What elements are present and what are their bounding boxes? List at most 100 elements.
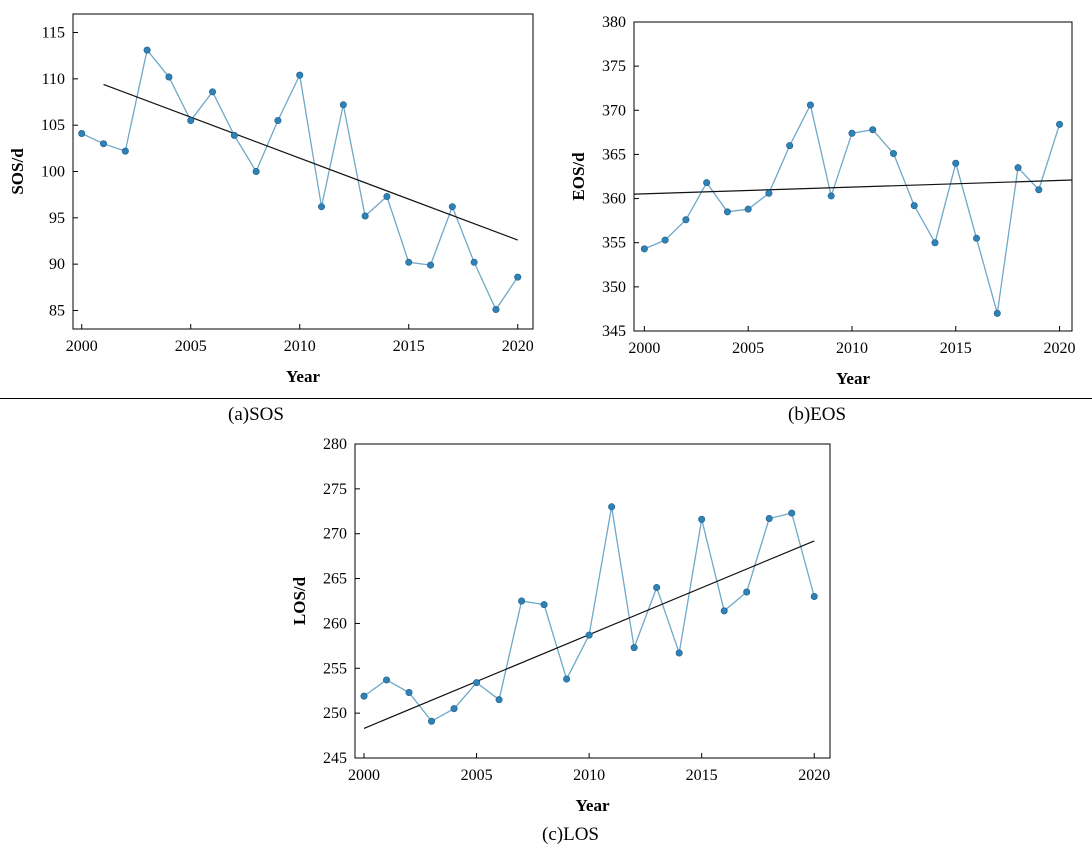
data-point <box>993 309 1001 317</box>
x-axis-label: Year <box>576 796 610 815</box>
x-tick-label: 2015 <box>940 340 972 357</box>
caption-c: (c)LOS <box>542 824 599 845</box>
data-point <box>540 601 548 609</box>
y-tick-label: 250 <box>323 705 347 722</box>
y-tick-label: 90 <box>49 256 65 273</box>
data-point <box>318 203 326 211</box>
data-point <box>1056 120 1064 128</box>
data-point <box>405 258 413 266</box>
y-tick-label: 360 <box>602 191 626 208</box>
plot-frame <box>354 443 831 759</box>
separator-line <box>0 398 1092 399</box>
data-point <box>703 179 711 187</box>
x-tick-label: 2015 <box>686 767 718 784</box>
data-point <box>165 73 173 81</box>
y-tick-label: 85 <box>49 302 65 319</box>
data-point <box>495 696 503 704</box>
x-tick-label: 2005 <box>461 767 493 784</box>
y-tick-label: 100 <box>41 164 65 181</box>
data-point <box>252 168 260 176</box>
y-tick-label: 365 <box>602 146 626 163</box>
data-point <box>723 208 731 216</box>
x-tick-label: 2000 <box>66 338 98 355</box>
x-tick-label: 2020 <box>1044 340 1076 357</box>
data-point <box>448 203 456 211</box>
y-tick-label: 350 <box>602 279 626 296</box>
plot-frame <box>633 21 1073 332</box>
x-axis-label: Year <box>836 369 870 388</box>
data-point <box>720 607 728 615</box>
data-point <box>209 88 217 96</box>
y-tick-label: 355 <box>602 235 626 252</box>
y-axis-label: EOS/d <box>569 152 588 201</box>
y-tick-label: 245 <box>323 750 347 767</box>
data-point <box>230 131 238 139</box>
y-tick-label: 115 <box>42 25 65 42</box>
data-point <box>100 140 108 148</box>
data-point <box>296 71 304 79</box>
data-point <box>121 147 129 155</box>
data-point <box>427 261 435 269</box>
data-point <box>848 129 856 137</box>
y-axis-label: LOS/d <box>290 576 309 625</box>
y-tick-label: 105 <box>41 117 65 134</box>
plot-frame <box>72 13 534 330</box>
y-tick-label: 110 <box>42 71 65 88</box>
data-point <box>682 216 690 224</box>
data-point <box>765 189 773 197</box>
data-point <box>428 717 436 725</box>
data-point <box>563 675 571 683</box>
data-point <box>952 159 960 167</box>
x-axis-label: Year <box>286 367 320 386</box>
x-tick-label: 2015 <box>393 338 425 355</box>
data-point <box>675 649 683 657</box>
data-point <box>514 273 522 281</box>
data-point <box>492 306 500 314</box>
x-tick-label: 2010 <box>284 338 316 355</box>
y-tick-label: 370 <box>602 102 626 119</box>
data-point <box>743 588 751 596</box>
data-point <box>640 245 648 253</box>
x-tick-label: 2010 <box>836 340 868 357</box>
data-point <box>473 679 481 687</box>
data-point <box>806 101 814 109</box>
y-tick-label: 375 <box>602 58 626 75</box>
x-tick-label: 2000 <box>348 767 380 784</box>
caption-a: (a)SOS <box>228 404 284 425</box>
y-tick-label: 260 <box>323 615 347 632</box>
data-point <box>653 584 661 592</box>
data-point <box>450 705 458 713</box>
x-tick-label: 2020 <box>502 338 534 355</box>
data-point <box>889 150 897 158</box>
data-point <box>274 117 282 125</box>
series-line <box>363 506 815 723</box>
trend-line <box>103 83 518 241</box>
x-tick-label: 2010 <box>573 767 605 784</box>
y-tick-label: 380 <box>602 14 626 31</box>
series-line <box>81 48 519 311</box>
data-point <box>585 631 593 639</box>
data-point <box>973 234 981 242</box>
y-tick-label: 95 <box>49 210 65 227</box>
data-point <box>608 503 616 511</box>
y-tick-label: 265 <box>323 571 347 588</box>
data-point <box>786 142 794 150</box>
data-point <box>744 205 752 213</box>
y-tick-label: 270 <box>323 526 347 543</box>
data-point <box>910 202 918 210</box>
data-point <box>143 46 151 54</box>
data-point <box>518 597 526 605</box>
trend-line <box>633 179 1073 195</box>
chart-sos: 2000 2005 2010 2015 2020 85 90 95 100 105 110 115 Ye… <box>8 13 534 386</box>
data-point <box>339 101 347 109</box>
x-tick-label: 2005 <box>732 340 764 357</box>
data-point <box>827 192 835 200</box>
x-tick-label: 2005 <box>175 338 207 355</box>
data-point <box>383 676 391 684</box>
data-point <box>765 514 773 522</box>
data-point <box>661 236 669 244</box>
y-tick-label: 275 <box>323 481 347 498</box>
y-tick-label: 345 <box>602 323 626 340</box>
data-point <box>931 239 939 247</box>
